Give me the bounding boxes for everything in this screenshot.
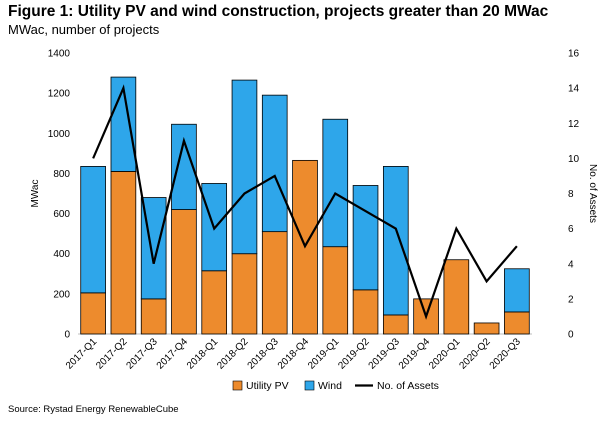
y-tick-label: 1000 [48, 129, 71, 140]
y-tick-label: 200 [53, 289, 70, 300]
x-tick-label: 2017-Q2 [94, 336, 130, 372]
y-axis-title: MWac [30, 180, 41, 208]
x-tick-label: 2019-Q2 [336, 336, 372, 372]
y2-tick-label: 12 [568, 119, 580, 130]
bar-utility-pv [473, 322, 500, 335]
bar-utility-pv [110, 171, 137, 335]
bar-utility-pv [443, 259, 470, 335]
y-tick-label: 1200 [48, 89, 71, 100]
x-tick-label: 2020-Q1 [427, 336, 463, 372]
legend-label-utility-pv: Utility PV [246, 380, 289, 392]
x-tick-label: 2020-Q2 [457, 336, 493, 372]
y-tick-label: 400 [53, 249, 70, 260]
x-tick-label: 2019-Q3 [367, 336, 403, 372]
y2-tick-label: 4 [568, 259, 574, 270]
x-tick-label: 2019-Q1 [306, 336, 342, 372]
bar-wind [352, 185, 379, 291]
x-tick-label: 2017-Q4 [155, 336, 191, 372]
legend-label-no-of-assets: No. of Assets [377, 380, 439, 392]
y2-tick-label: 10 [568, 154, 580, 165]
x-tick-label: 2018-Q1 [185, 336, 221, 372]
y-tick-label: 0 [64, 330, 70, 341]
bar-utility-pv [201, 270, 228, 335]
bar-utility-pv [382, 314, 409, 335]
chart-title: Figure 1: Utility PV and wind constructi… [8, 3, 549, 20]
x-tick-label: 2019-Q4 [397, 336, 433, 372]
bar-wind [504, 268, 530, 313]
y2-tick-label: 16 [568, 49, 580, 60]
bar-utility-pv [140, 298, 167, 335]
y2-axis-title: No. of Assets [587, 164, 598, 223]
x-tick-label: 2018-Q2 [215, 336, 251, 372]
bar-wind [261, 94, 288, 233]
x-tick-label: 2020-Q3 [488, 336, 524, 372]
y2-tick-label: 8 [568, 189, 574, 200]
bar-wind [382, 166, 409, 316]
chart-subtitle: MWac, number of projects [8, 22, 160, 37]
bar-utility-pv [80, 292, 106, 335]
legend-swatch-wind [304, 380, 315, 391]
bar-wind [231, 79, 258, 255]
x-tick-label: 2018-Q3 [246, 336, 282, 372]
legend-label-wind: Wind [318, 380, 342, 392]
y2-tick-label: 6 [568, 224, 574, 235]
bar-utility-pv [171, 209, 197, 335]
y2-tick-label: 14 [568, 84, 580, 95]
source-note: Source: Rystad Energy RenewableCube [8, 404, 179, 415]
x-tick-label: 2017-Q1 [64, 336, 100, 372]
line-no-of-assets [92, 84, 518, 320]
bar-utility-pv [504, 311, 530, 335]
y-tick-label: 1400 [48, 49, 71, 60]
bar-utility-pv [261, 231, 288, 335]
x-tick-label: 2018-Q4 [276, 336, 312, 372]
y-tick-label: 600 [53, 209, 70, 220]
legend-swatch-utility-pv [232, 380, 243, 391]
bar-wind [80, 166, 106, 294]
bar-wind [322, 118, 349, 248]
y-tick-label: 800 [53, 169, 70, 180]
x-tick-label: 2017-Q3 [124, 336, 160, 372]
bar-utility-pv [352, 289, 379, 335]
bar-utility-pv [322, 246, 349, 335]
bar-utility-pv [231, 253, 258, 335]
y2-tick-label: 2 [568, 294, 574, 305]
y2-tick-label: 0 [568, 330, 574, 341]
